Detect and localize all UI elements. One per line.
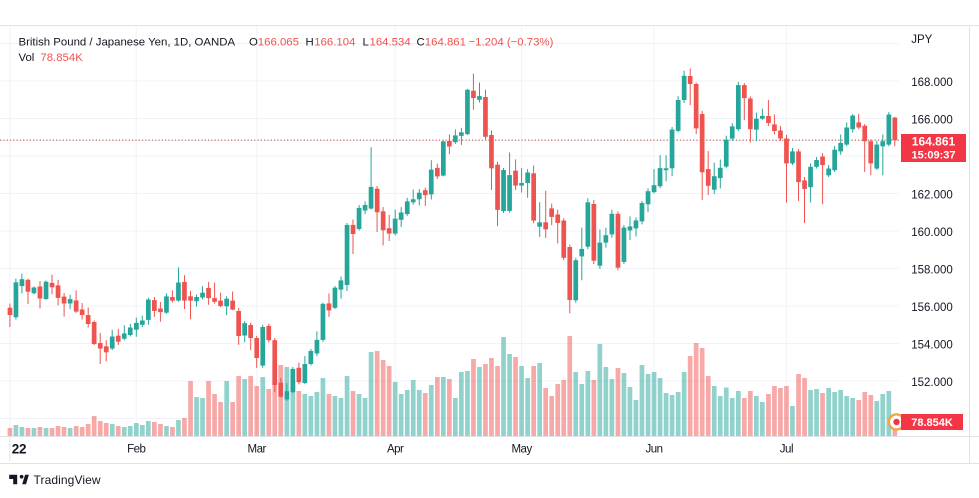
- svg-text:162.000: 162.000: [911, 190, 953, 202]
- svg-text:78.854K: 78.854K: [911, 417, 953, 429]
- svg-text:15:09:37: 15:09:37: [911, 150, 955, 162]
- svg-text:166.104: 166.104: [314, 36, 355, 48]
- svg-text:166.000: 166.000: [911, 115, 953, 127]
- svg-text:156.000: 156.000: [911, 302, 953, 314]
- svg-text:164.861: 164.861: [425, 36, 466, 48]
- svg-text:L: L: [363, 36, 369, 48]
- svg-text:Mar: Mar: [248, 444, 267, 456]
- svg-text:Jun: Jun: [645, 444, 662, 456]
- svg-text:H: H: [306, 36, 314, 48]
- svg-text:May: May: [511, 444, 532, 456]
- svg-text:−1.204 (−0.73%): −1.204 (−0.73%): [469, 36, 554, 48]
- svg-text:168.000: 168.000: [911, 77, 953, 89]
- svg-text:164.861: 164.861: [912, 135, 956, 149]
- svg-text:TradingView: TradingView: [34, 473, 101, 487]
- svg-text:22: 22: [12, 442, 26, 457]
- svg-text:Jul: Jul: [780, 444, 793, 456]
- svg-text:160.000: 160.000: [911, 227, 953, 239]
- svg-text:O: O: [249, 36, 258, 48]
- svg-text:Vol: Vol: [19, 52, 35, 64]
- svg-text:Feb: Feb: [127, 444, 145, 456]
- svg-text:C: C: [417, 36, 425, 48]
- svg-text:78.854K: 78.854K: [40, 52, 83, 64]
- svg-text:166.065: 166.065: [258, 36, 299, 48]
- svg-text:Apr: Apr: [387, 444, 404, 456]
- svg-text:JPY: JPY: [911, 34, 932, 46]
- svg-text:British Pound / Japanese Yen,: British Pound / Japanese Yen, 1D, OANDA: [19, 36, 236, 48]
- svg-text:164.534: 164.534: [370, 36, 411, 48]
- svg-text:154.000: 154.000: [911, 340, 953, 352]
- svg-text:152.000: 152.000: [911, 377, 953, 389]
- svg-text:158.000: 158.000: [911, 265, 953, 277]
